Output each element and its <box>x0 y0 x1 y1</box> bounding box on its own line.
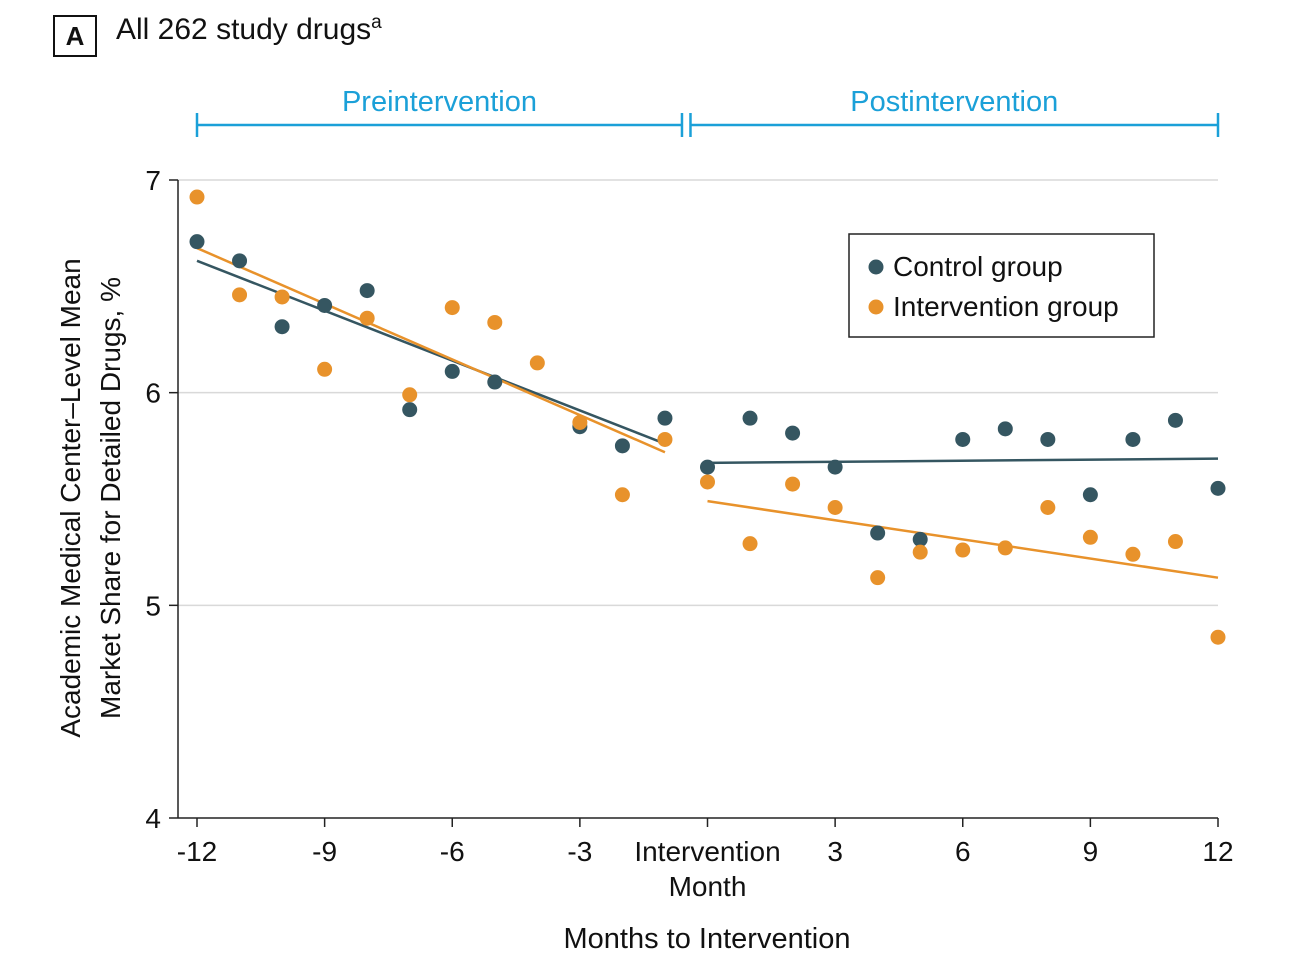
panel-letter-box: A <box>53 15 97 57</box>
x-tick-label: 12 <box>1202 836 1233 867</box>
x-tick-label: -9 <box>312 836 337 867</box>
data-point-control <box>1040 431 1056 447</box>
y-axis-title-line-2: Market Share for Detailed Drugs, % <box>95 277 126 719</box>
data-point-intervention <box>529 355 545 371</box>
x-tick-label-line-2: Month <box>669 871 747 902</box>
y-tick-label: 5 <box>145 590 161 621</box>
data-point-intervention <box>487 314 503 330</box>
data-point-intervention <box>317 361 333 377</box>
data-points <box>189 189 1226 645</box>
data-point-intervention <box>1082 529 1098 545</box>
data-point-control <box>1125 431 1141 447</box>
legend-label-intervention: Intervention group <box>893 291 1119 322</box>
data-point-intervention <box>359 310 375 326</box>
data-point-intervention <box>955 542 971 558</box>
trend-line-intervention-post <box>707 499 1219 579</box>
data-point-intervention <box>614 487 630 503</box>
legend: Control group Intervention group <box>848 233 1155 338</box>
data-point-control <box>274 319 290 335</box>
data-point-control <box>657 410 673 426</box>
data-point-control <box>359 283 375 299</box>
axis-ticks: 4 5 6 7 -12 -9 -6 -3 Intervention Month 3 6 9 12 <box>145 165 1233 902</box>
data-point-control <box>317 297 333 313</box>
data-point-intervention <box>742 536 758 552</box>
data-point-control <box>402 402 418 418</box>
x-tick-label: 9 <box>1083 836 1099 867</box>
panel-title-text: All 262 study drugs <box>116 13 372 46</box>
data-point-intervention <box>274 289 290 305</box>
data-point-control <box>1082 487 1098 503</box>
data-point-intervention <box>572 414 588 430</box>
data-point-control <box>785 425 801 441</box>
data-point-control <box>614 438 630 454</box>
data-point-control <box>487 374 503 390</box>
data-point-control <box>997 421 1013 437</box>
data-point-control <box>912 531 928 547</box>
data-point-intervention <box>1125 546 1141 562</box>
x-tick-label: Intervention <box>634 836 780 867</box>
y-tick-label: 7 <box>145 165 161 196</box>
data-point-intervention <box>912 544 928 560</box>
y-axis-title-line-1: Academic Medical Center–Level Mean <box>55 258 86 737</box>
legend-marker-intervention <box>868 299 884 315</box>
data-point-intervention <box>870 570 886 586</box>
data-point-intervention <box>1210 629 1226 645</box>
data-point-control <box>742 410 758 426</box>
data-point-intervention <box>1167 534 1183 550</box>
data-point-control <box>700 459 715 475</box>
x-axis-title: Months to Intervention <box>564 923 851 955</box>
x-tick-label: 6 <box>955 836 971 867</box>
period-brackets: Preintervention Postintervention <box>195 86 1220 137</box>
data-point-control <box>444 363 460 379</box>
data-point-intervention <box>997 540 1013 556</box>
panel-title: All 262 study drugsa <box>116 12 382 47</box>
data-point-control <box>189 234 205 250</box>
data-point-intervention <box>402 387 418 403</box>
data-point-control <box>232 253 248 269</box>
y-tick-label: 4 <box>145 803 161 834</box>
data-point-control <box>1210 480 1226 496</box>
trend-lines <box>196 246 1219 579</box>
y-tick-label: 6 <box>145 378 161 409</box>
x-tick-label: -3 <box>567 836 592 867</box>
data-point-control <box>1167 412 1183 428</box>
y-axis-title: Academic Medical Center–Level Mean Marke… <box>55 258 126 737</box>
panel-title-footnote: a <box>371 12 382 33</box>
x-tick-label: 3 <box>827 836 843 867</box>
trend-line-control-post <box>707 457 1219 465</box>
legend-label-control: Control group <box>893 251 1063 282</box>
data-point-intervention <box>1040 500 1056 516</box>
data-point-intervention <box>827 500 843 516</box>
x-tick-label: -6 <box>440 836 465 867</box>
period-bracket-pre-label: Preintervention <box>342 86 537 118</box>
data-point-intervention <box>785 476 801 492</box>
panel-letter: A <box>65 20 85 51</box>
legend-marker-control <box>868 259 884 275</box>
data-point-intervention <box>700 474 715 490</box>
data-point-intervention <box>189 189 205 205</box>
data-point-control <box>955 431 971 447</box>
axes <box>177 180 1218 819</box>
data-point-control <box>870 525 886 541</box>
legend-box <box>848 233 1155 338</box>
period-bracket-post-label: Postintervention <box>850 86 1058 118</box>
data-point-intervention <box>444 300 460 316</box>
grid-lines <box>178 179 1218 607</box>
data-point-intervention <box>232 287 248 303</box>
trend-line-control-pre <box>196 259 666 445</box>
data-point-control <box>827 459 843 475</box>
x-tick-label: -12 <box>177 836 217 867</box>
data-point-intervention <box>657 431 673 447</box>
trend-line-intervention-pre <box>196 246 666 454</box>
